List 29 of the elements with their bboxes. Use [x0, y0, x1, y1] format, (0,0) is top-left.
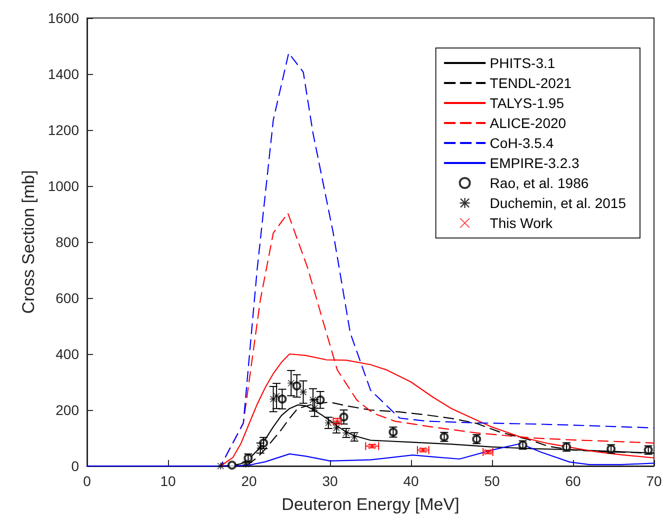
y-axis-title: Cross Section [mb] — [18, 170, 38, 314]
y-tick-label: 800 — [56, 234, 80, 250]
legend-label: ALICE-2020 — [490, 115, 566, 131]
y-tick-label: 1600 — [48, 10, 80, 26]
y-tick-label: 1400 — [48, 66, 80, 82]
x-axis-title: Deuteron Energy [MeV] — [282, 495, 460, 514]
legend-label: PHITS-3.1 — [490, 55, 556, 71]
point — [227, 460, 236, 470]
x-tick-label: 30 — [322, 473, 338, 489]
x-tick-label: 10 — [160, 473, 176, 489]
legend-label: CoH-3.5.4 — [490, 135, 554, 151]
y-tick-label: 1000 — [48, 178, 80, 194]
x-tick-label: 50 — [484, 473, 500, 489]
legend-label: Duchemin, et al. 2015 — [490, 195, 626, 211]
x-tick-label: 20 — [241, 473, 257, 489]
legend-label: This Work — [490, 215, 554, 231]
legend-label: Rao, et al. 1986 — [490, 175, 589, 191]
x-tick-label: 70 — [646, 473, 662, 489]
y-tick-label: 200 — [56, 402, 80, 418]
y-tick-label: 600 — [56, 290, 80, 306]
x-tick-label: 0 — [83, 473, 92, 489]
y-tick-label: 1200 — [48, 122, 80, 138]
legend-label: EMPIRE-3.2.3 — [490, 155, 580, 171]
x-tick-label: 40 — [403, 473, 419, 489]
y-tick-label: 400 — [56, 346, 80, 362]
legend-label: TALYS-1.95 — [490, 95, 564, 111]
legend-label: TENDL-2021 — [490, 75, 572, 91]
x-tick-label: 60 — [565, 473, 581, 489]
y-tick-label: 0 — [71, 458, 80, 474]
